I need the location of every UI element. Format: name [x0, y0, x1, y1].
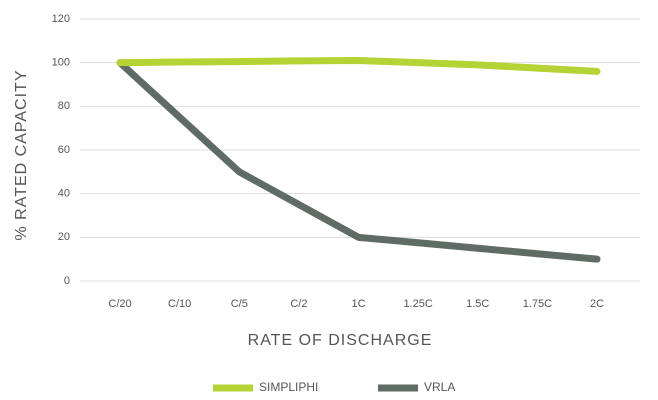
x-tick-label: 1.25C	[403, 298, 432, 310]
y-tick-label: 40	[58, 188, 70, 200]
x-tick-label: 2C	[590, 298, 604, 310]
x-axis-title: RATE OF DISCHARGE	[248, 332, 433, 349]
y-tick-label: 80	[58, 100, 70, 112]
x-tick-label: C/20	[108, 298, 131, 310]
y-axis-title: % RATED CAPACITY	[13, 70, 30, 241]
x-tick-label: C/10	[168, 298, 191, 310]
x-tick-label: 1.5C	[466, 298, 489, 310]
legend-label: SIMPLIPHI	[259, 380, 318, 394]
legend-label: VRLA	[424, 380, 455, 394]
series-line	[116, 56, 601, 75]
x-tick-label: 1.75C	[523, 298, 552, 310]
series-line	[116, 59, 601, 263]
x-tick-label: C/2	[290, 298, 307, 310]
y-tick-label: 0	[64, 275, 70, 287]
x-tick-label: 1C	[351, 298, 365, 310]
y-tick-label: 100	[52, 57, 70, 69]
y-tick-label: 60	[58, 144, 70, 156]
x-tick-label: C/5	[231, 298, 248, 310]
y-tick-label: 20	[58, 231, 70, 243]
y-tick-label: 120	[52, 13, 70, 25]
